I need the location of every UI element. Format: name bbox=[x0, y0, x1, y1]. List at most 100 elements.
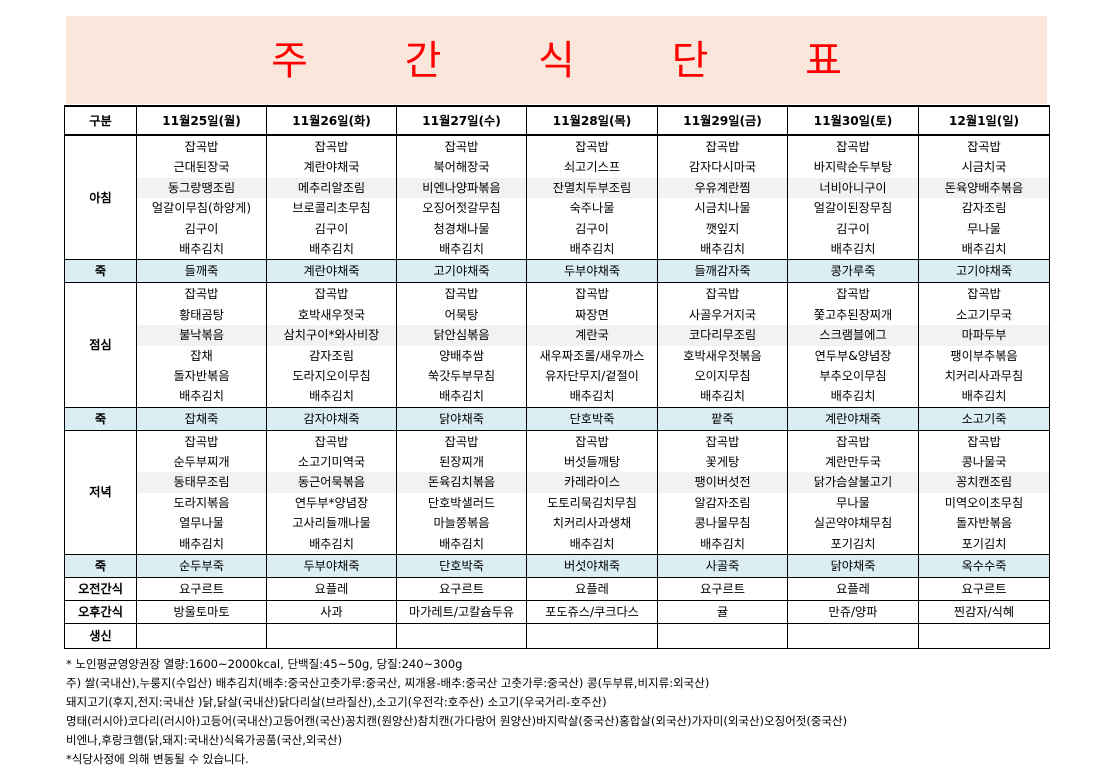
header-label: 구분 bbox=[64, 105, 137, 136]
porridge-item: 단호박죽 bbox=[526, 406, 658, 431]
birthday-item bbox=[918, 623, 1050, 650]
am_snack-item: 요구르트 bbox=[657, 577, 788, 602]
porridge-item: 사골죽 bbox=[657, 554, 788, 579]
menu-item: 치커리사과생채 bbox=[552, 516, 632, 531]
menu-item: 잡곡밥 bbox=[967, 140, 1001, 154]
notes: * 노인평균영양권장 열량:1600~2000kcal, 단백질:45~50g,… bbox=[66, 655, 1066, 769]
menu-item: 청경채나물 bbox=[433, 221, 490, 236]
lunch-porridge-row: 죽 잡채죽 감자야채죽 닭야채죽 단호박죽 팥죽 계란야채죽 소고기죽 bbox=[64, 406, 1050, 431]
menu-item: 시금치국 bbox=[961, 160, 1007, 175]
menu-item: 배추김치 bbox=[309, 536, 354, 551]
pm_snack-item: 찐감자/식혜 bbox=[918, 600, 1050, 625]
note-line: 비엔나,후랑크햄(닭,돼지:국내산)식육가공품(국산,외국산) bbox=[66, 733, 343, 747]
menu-item: 황태곰탕 bbox=[179, 307, 224, 322]
porridge-item: 버섯야채죽 bbox=[526, 554, 658, 579]
menu-item: 알감자조림 bbox=[694, 495, 751, 510]
menu-item: 배추김치 bbox=[700, 389, 745, 404]
menu-item: 브로콜리초무침 bbox=[292, 201, 371, 216]
menu-item: 포기김치 bbox=[830, 536, 876, 551]
menu-item: 팽이버섯전 bbox=[658, 472, 787, 493]
menu-item: 배추김치 bbox=[439, 389, 484, 404]
note-line: 주) 쌀(국내산),누룽지(수입산) 배추김치(배추:중국산고춧가루:중국산, … bbox=[66, 676, 710, 690]
menu-item: 잡곡밥 bbox=[184, 140, 219, 154]
pm_snack-row: 오후간식 방울토마토 사과 마가레트/고칼슘두유 포도쥬스/쿠크다스 귤 만쥬/양파 찐감자/… bbox=[64, 600, 1050, 625]
porridge-item: 고기야채죽 bbox=[396, 259, 527, 284]
menu-item: 꽁치캔조림 bbox=[919, 472, 1049, 493]
breakfast-label: 아침 bbox=[64, 134, 137, 261]
menu-item: 무나물 bbox=[836, 495, 870, 510]
lunch-label: 점심 bbox=[64, 282, 137, 408]
menu-item: 시금치나물 bbox=[694, 201, 751, 216]
menu-item: 도라지볶음 bbox=[173, 495, 230, 510]
menu-item: 돈육김치볶음 bbox=[397, 472, 526, 493]
pm_snack-item: 방울토마토 bbox=[136, 600, 267, 625]
porridge-item: 소고기죽 bbox=[918, 406, 1050, 431]
am_snack-item: 요플레 bbox=[787, 577, 919, 602]
menu-item: 근대된장국 bbox=[173, 160, 230, 175]
am_snack-row: 오전간식 요구르트 요플레 요구르트 요플레 요구르트 요플레 요구르트 bbox=[64, 577, 1050, 602]
menu-item: 김구이 bbox=[314, 221, 349, 236]
menu-item: 김구이 bbox=[575, 221, 609, 236]
day-header: 12월1일(일) bbox=[918, 105, 1050, 136]
page-title: 주 간 식 단 표 bbox=[271, 38, 884, 84]
menu-item: 비엔나양파볶음 bbox=[397, 177, 526, 199]
lunch-day-cell: 잡곡밥 사골우거지국 코다리무조림 호박새우젓볶음 오이지무침 배추김치 bbox=[657, 282, 788, 408]
menu-item: 북어해장국 bbox=[433, 160, 490, 175]
menu-item: 배추김치 bbox=[439, 241, 484, 256]
menu-item: 계란만두국 bbox=[824, 455, 882, 470]
am_snack-item: 요플레 bbox=[266, 577, 397, 602]
menu-item: 카레라이스 bbox=[527, 472, 657, 493]
menu-item: 돌자반볶음 bbox=[955, 516, 1013, 531]
menu-item: 감자조림 bbox=[309, 348, 354, 363]
menu-item: 배추김치 bbox=[830, 241, 876, 256]
menu-item: 잡곡밥 bbox=[705, 287, 740, 302]
birthday-item bbox=[396, 623, 527, 650]
porridge-label: 죽 bbox=[64, 406, 137, 431]
menu-item: 잡채 bbox=[190, 348, 213, 363]
day-header: 11월28일(목) bbox=[526, 105, 658, 136]
dinner-day-cell: 잡곡밥 순두부찌개 동태무조림 도라지볶음 열무나물 배추김치 bbox=[136, 429, 267, 556]
menu-item: 무나물 bbox=[967, 221, 1001, 236]
day-header: 11월29일(금) bbox=[657, 105, 788, 136]
menu-item: 잡곡밥 bbox=[836, 287, 870, 302]
menu-item: 양배추쌈 bbox=[439, 348, 484, 363]
menu-item: 동그랑땡조림 bbox=[137, 177, 266, 199]
pm_snack-item: 만쥬/양파 bbox=[787, 600, 919, 625]
menu-item: 배추김치 bbox=[569, 389, 615, 404]
menu-item: 치커리사과무침 bbox=[944, 368, 1024, 383]
menu-item: 배추김치 bbox=[961, 389, 1007, 404]
menu-item: 꽃게탕 bbox=[705, 455, 740, 470]
menu-item: 동근어묵볶음 bbox=[267, 472, 396, 493]
menu-item: 스크램블에그 bbox=[788, 325, 918, 346]
menu-item: 잡곡밥 bbox=[314, 287, 349, 302]
porridge-item: 콩가루죽 bbox=[787, 259, 919, 284]
am_snack-item: 요플레 bbox=[526, 577, 658, 602]
menu-item: 돈육양배추볶음 bbox=[919, 177, 1049, 199]
menu-item: 배추김치 bbox=[569, 241, 615, 256]
porridge-item: 팥죽 bbox=[657, 406, 788, 431]
menu-item: 잡곡밥 bbox=[836, 434, 870, 449]
pm_snack-item: 사과 bbox=[266, 600, 397, 625]
menu-item: 잡곡밥 bbox=[444, 287, 479, 302]
menu-item: 불낙볶음 bbox=[137, 325, 266, 346]
porridge-item: 고기야채죽 bbox=[918, 259, 1050, 284]
porridge-item: 계란야채죽 bbox=[266, 259, 397, 284]
day-header: 11월30일(토) bbox=[787, 105, 919, 136]
menu-item: 고사리들깨나물 bbox=[292, 516, 371, 531]
menu-item: 감자다시마국 bbox=[688, 160, 757, 175]
menu-item: 감자조림 bbox=[961, 201, 1007, 216]
menu-item: 순두부찌개 bbox=[173, 455, 230, 470]
menu-item: 새우짜조롤/새우까스 bbox=[539, 348, 645, 363]
menu-item: 마늘쫑볶음 bbox=[433, 516, 490, 531]
menu-item: 너비아니구이 bbox=[788, 177, 918, 199]
menu-item: 깻잎지 bbox=[705, 221, 740, 236]
birthday-item bbox=[526, 623, 658, 650]
porridge-item: 닭야채죽 bbox=[396, 406, 527, 431]
menu-item: 잡곡밥 bbox=[967, 434, 1001, 449]
menu-item: 코다리무조림 bbox=[658, 325, 787, 346]
menu-item: 잡곡밥 bbox=[184, 434, 219, 449]
menu-item: 배추김치 bbox=[179, 536, 224, 551]
pm_snack-label: 오후간식 bbox=[64, 600, 137, 625]
dinner-day-cell: 잡곡밥 꽃게탕 팽이버섯전 알감자조림 콩나물무침 배추김치 bbox=[657, 429, 788, 556]
am_snack-item: 요구르트 bbox=[136, 577, 267, 602]
